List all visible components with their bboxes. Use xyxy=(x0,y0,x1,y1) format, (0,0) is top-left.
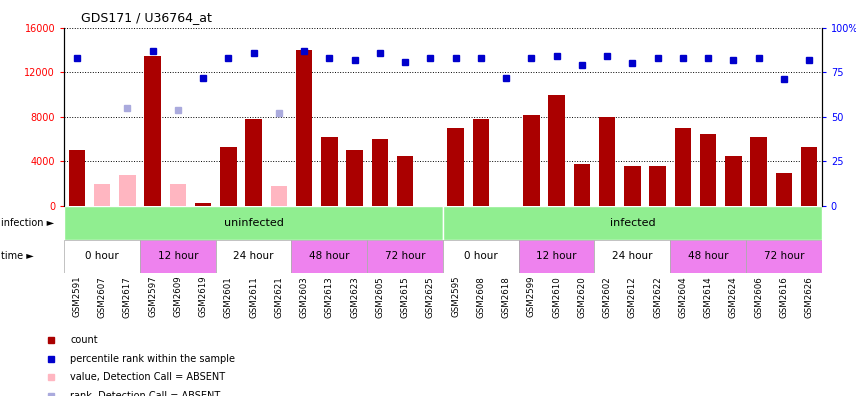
Text: GSM2620: GSM2620 xyxy=(577,276,586,318)
Bar xyxy=(321,137,337,206)
Text: GSM2610: GSM2610 xyxy=(552,276,562,318)
Text: 12 hour: 12 hour xyxy=(158,251,198,261)
Bar xyxy=(599,117,615,206)
Text: GSM2622: GSM2622 xyxy=(653,276,663,318)
Text: 24 hour: 24 hour xyxy=(612,251,652,261)
Text: time ►: time ► xyxy=(1,251,33,261)
Bar xyxy=(725,156,741,206)
Bar xyxy=(549,95,565,206)
Text: GSM2611: GSM2611 xyxy=(249,276,259,318)
Text: 12 hour: 12 hour xyxy=(537,251,577,261)
Bar xyxy=(746,240,822,273)
Text: GSM2612: GSM2612 xyxy=(627,276,637,318)
Bar xyxy=(68,150,85,206)
Bar xyxy=(443,206,822,240)
Bar xyxy=(372,139,388,206)
Bar xyxy=(94,184,110,206)
Text: GSM2619: GSM2619 xyxy=(199,276,208,318)
Text: GSM2602: GSM2602 xyxy=(603,276,612,318)
Text: infected: infected xyxy=(609,218,655,228)
Bar xyxy=(650,166,666,206)
Text: GSM2614: GSM2614 xyxy=(704,276,713,318)
Bar xyxy=(140,240,216,273)
Bar xyxy=(296,50,312,206)
Text: GSM2607: GSM2607 xyxy=(98,276,107,318)
Bar xyxy=(195,203,211,206)
Text: GSM2618: GSM2618 xyxy=(502,276,511,318)
Text: 48 hour: 48 hour xyxy=(309,251,349,261)
Text: GSM2595: GSM2595 xyxy=(451,276,461,318)
Bar xyxy=(624,166,640,206)
Text: GSM2601: GSM2601 xyxy=(223,276,233,318)
Text: GSM2606: GSM2606 xyxy=(754,276,764,318)
Text: GSM2626: GSM2626 xyxy=(805,276,814,318)
Bar xyxy=(574,164,590,206)
Bar xyxy=(801,147,817,206)
Text: 72 hour: 72 hour xyxy=(764,251,804,261)
Bar xyxy=(443,240,519,273)
Text: GSM2608: GSM2608 xyxy=(476,276,485,318)
Bar xyxy=(220,147,236,206)
Bar xyxy=(169,184,186,206)
Text: uninfected: uninfected xyxy=(223,218,283,228)
Bar xyxy=(347,150,363,206)
Bar xyxy=(397,156,413,206)
Text: infection ►: infection ► xyxy=(1,218,54,228)
Text: GSM2591: GSM2591 xyxy=(72,276,81,318)
Bar xyxy=(519,240,594,273)
Text: 48 hour: 48 hour xyxy=(688,251,728,261)
Text: GSM2623: GSM2623 xyxy=(350,276,360,318)
Text: GSM2617: GSM2617 xyxy=(122,276,132,318)
Bar xyxy=(216,240,291,273)
Bar xyxy=(367,240,443,273)
Bar xyxy=(291,240,367,273)
Bar xyxy=(145,55,161,206)
Bar xyxy=(700,133,716,206)
Text: 72 hour: 72 hour xyxy=(385,251,425,261)
Text: GSM2621: GSM2621 xyxy=(274,276,283,318)
Text: count: count xyxy=(70,335,98,345)
Text: 0 hour: 0 hour xyxy=(464,251,497,261)
Bar xyxy=(246,119,262,206)
Text: GSM2604: GSM2604 xyxy=(678,276,687,318)
Bar xyxy=(670,240,746,273)
Bar xyxy=(523,114,539,206)
Bar xyxy=(64,206,443,240)
Bar xyxy=(751,137,767,206)
Text: GDS171 / U36764_at: GDS171 / U36764_at xyxy=(81,11,212,24)
Bar xyxy=(776,173,792,206)
Text: GSM2605: GSM2605 xyxy=(375,276,384,318)
Text: value, Detection Call = ABSENT: value, Detection Call = ABSENT xyxy=(70,373,225,383)
Bar xyxy=(675,128,691,206)
Text: GSM2599: GSM2599 xyxy=(526,276,536,317)
Text: GSM2615: GSM2615 xyxy=(401,276,410,318)
Bar xyxy=(64,240,140,273)
Bar xyxy=(448,128,464,206)
Text: 0 hour: 0 hour xyxy=(86,251,119,261)
Bar xyxy=(473,119,489,206)
Text: GSM2603: GSM2603 xyxy=(300,276,309,318)
Text: percentile rank within the sample: percentile rank within the sample xyxy=(70,354,235,364)
Text: GSM2613: GSM2613 xyxy=(324,276,334,318)
Bar xyxy=(594,240,670,273)
Text: GSM2625: GSM2625 xyxy=(425,276,435,318)
Text: GSM2624: GSM2624 xyxy=(728,276,738,318)
Bar xyxy=(270,186,287,206)
Text: GSM2597: GSM2597 xyxy=(148,276,158,318)
Text: rank, Detection Call = ABSENT: rank, Detection Call = ABSENT xyxy=(70,391,221,396)
Text: 24 hour: 24 hour xyxy=(234,251,274,261)
Text: GSM2609: GSM2609 xyxy=(173,276,182,318)
Text: GSM2616: GSM2616 xyxy=(779,276,788,318)
Bar xyxy=(119,175,135,206)
